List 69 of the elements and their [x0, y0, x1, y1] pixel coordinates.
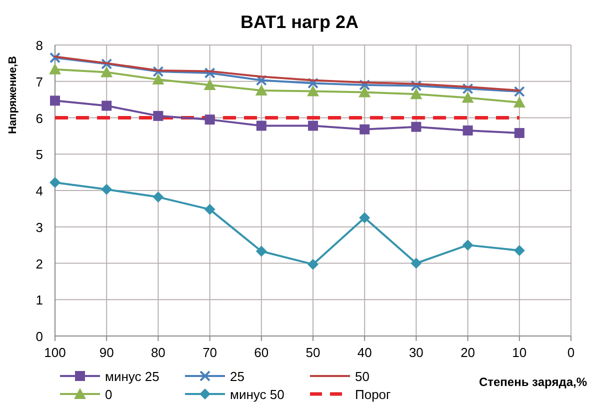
point	[359, 212, 370, 224]
point	[50, 177, 60, 188]
point	[514, 86, 525, 98]
point	[256, 246, 267, 257]
point	[462, 92, 474, 103]
point	[359, 80, 370, 91]
legend-label: минус 25	[105, 369, 160, 384]
x-tick-label: 50	[306, 345, 320, 360]
y-tick-label: 6	[36, 110, 43, 126]
point	[411, 122, 422, 132]
point	[49, 63, 61, 74]
point	[50, 96, 60, 106]
point	[410, 88, 422, 100]
point	[100, 66, 113, 78]
legend-label: 50	[355, 369, 370, 384]
point	[102, 100, 112, 111]
y-tick-label: 4	[36, 184, 43, 198]
point	[152, 74, 164, 85]
point	[308, 258, 318, 270]
x-tick-label: 90	[99, 345, 114, 360]
y-axis-title: Напряжение,В	[7, 56, 19, 134]
y-tick-label: 0	[36, 329, 43, 344]
point	[153, 110, 164, 121]
point	[204, 204, 216, 215]
x-tick-label: 100	[44, 345, 66, 360]
point	[514, 245, 525, 256]
point	[152, 192, 164, 203]
x-tick-label: 20	[460, 345, 476, 360]
x-tick-label: 40	[357, 345, 372, 360]
point	[462, 125, 473, 136]
x-axis-title: Степень заряда,%	[478, 375, 588, 389]
point	[204, 114, 215, 125]
y-tick-label: 1	[36, 292, 43, 308]
point	[256, 120, 266, 131]
legend-label: Порог	[355, 387, 392, 402]
x-tick-label: 70	[202, 345, 218, 360]
legend-label: минус 50	[230, 387, 284, 402]
point	[514, 128, 524, 138]
x-tick-label: 60	[254, 345, 269, 360]
point	[50, 52, 60, 64]
point	[152, 66, 164, 78]
legend-label: 25	[230, 369, 244, 384]
point	[462, 83, 474, 94]
x-tick-label: 10	[512, 345, 527, 360]
y-tick-label: 7	[36, 74, 43, 90]
y-tick-label: 8	[36, 38, 43, 53]
point	[255, 84, 268, 96]
y-tick-label: 3	[36, 220, 43, 235]
point	[204, 79, 216, 90]
point	[308, 120, 318, 131]
x-tick-label: 80	[150, 345, 166, 360]
point	[513, 96, 526, 108]
point	[308, 78, 318, 89]
y-tick-label: 5	[36, 147, 43, 162]
point	[462, 240, 474, 251]
legend-label: 0	[105, 387, 112, 402]
point	[307, 85, 319, 96]
point	[360, 124, 370, 134]
point	[410, 258, 422, 269]
point	[358, 86, 371, 98]
point	[256, 74, 267, 86]
x-tick-label: 30	[408, 345, 424, 360]
point	[204, 68, 216, 79]
y-tick-label: 2	[36, 256, 43, 272]
point	[101, 58, 112, 70]
x-tick-label: 0	[567, 345, 575, 360]
point	[410, 80, 422, 92]
point	[101, 184, 112, 195]
chart-title: BAT1 нагр 2А	[240, 12, 359, 32]
